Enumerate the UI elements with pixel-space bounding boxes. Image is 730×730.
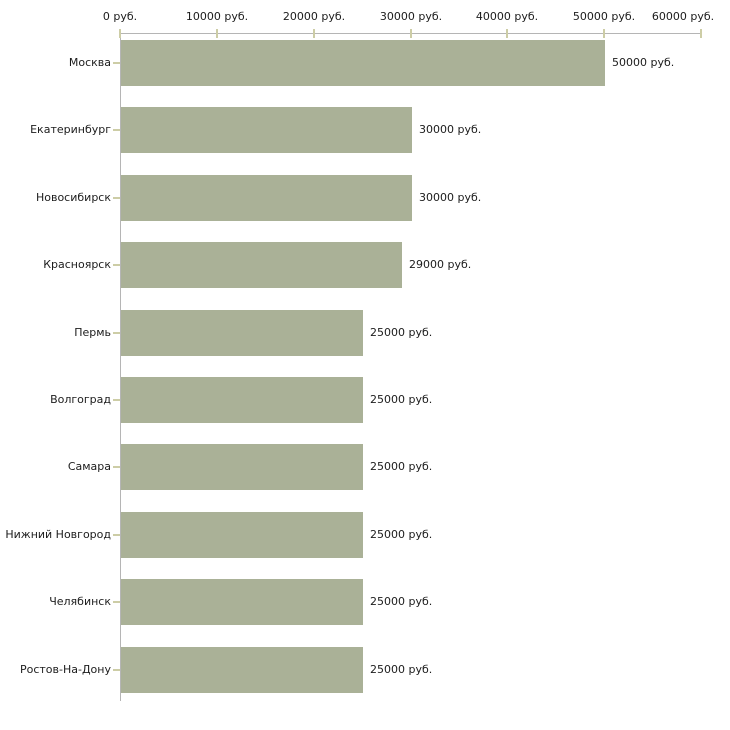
x-tick	[216, 29, 218, 38]
category-tick	[113, 129, 120, 131]
bar-value-label: 50000 руб.	[612, 56, 675, 69]
x-tick-label: 60000 руб.	[651, 10, 715, 23]
category-label: Нижний Новгород	[5, 528, 111, 541]
category-label: Челябинск	[49, 595, 111, 608]
category-tick	[113, 669, 120, 671]
bar	[121, 579, 363, 625]
bar-value-label: 30000 руб.	[419, 191, 482, 204]
category-label: Ростов-На-Дону	[19, 663, 111, 676]
category-label: Самара	[67, 460, 111, 473]
x-tick	[410, 29, 412, 38]
y-axis-line	[120, 33, 121, 701]
category-tick	[113, 466, 120, 468]
bar	[121, 647, 363, 693]
x-tick-label: 20000 руб.	[282, 10, 346, 23]
bar	[121, 40, 605, 86]
bar-value-label: 25000 руб.	[370, 326, 433, 339]
category-tick	[113, 197, 120, 199]
bar	[121, 242, 402, 288]
x-tick	[700, 29, 702, 38]
bar	[121, 512, 363, 558]
category-tick	[113, 264, 120, 266]
bar-value-label: 30000 руб.	[419, 123, 482, 136]
bar-value-label: 29000 руб.	[409, 258, 472, 271]
bar-value-label: 25000 руб.	[370, 393, 433, 406]
bar	[121, 444, 363, 490]
category-label: Пермь	[74, 326, 111, 339]
category-tick	[113, 332, 120, 334]
category-tick	[113, 62, 120, 64]
bar-value-label: 25000 руб.	[370, 460, 433, 473]
bar	[121, 175, 412, 221]
x-tick-label: 40000 руб.	[475, 10, 539, 23]
x-tick	[119, 29, 121, 38]
x-tick	[313, 29, 315, 38]
x-tick	[506, 29, 508, 38]
bar	[121, 377, 363, 423]
x-tick-label: 50000 руб.	[572, 10, 636, 23]
category-label: Красноярск	[43, 258, 111, 271]
bar	[121, 107, 412, 153]
category-tick	[113, 399, 120, 401]
bar-value-label: 25000 руб.	[370, 528, 433, 541]
bar-value-label: 25000 руб.	[370, 663, 433, 676]
category-tick	[113, 534, 120, 536]
bar	[121, 310, 363, 356]
category-label: Екатеринбург	[30, 123, 111, 136]
category-label: Новосибирск	[35, 191, 111, 204]
category-label: Москва	[68, 56, 111, 69]
x-tick-label: 30000 руб.	[379, 10, 443, 23]
x-tick-label: 10000 руб.	[185, 10, 249, 23]
x-tick	[603, 29, 605, 38]
category-label: Волгоград	[50, 393, 111, 406]
category-tick	[113, 601, 120, 603]
bar-value-label: 25000 руб.	[370, 595, 433, 608]
x-tick-label: 0 руб.	[102, 10, 138, 23]
